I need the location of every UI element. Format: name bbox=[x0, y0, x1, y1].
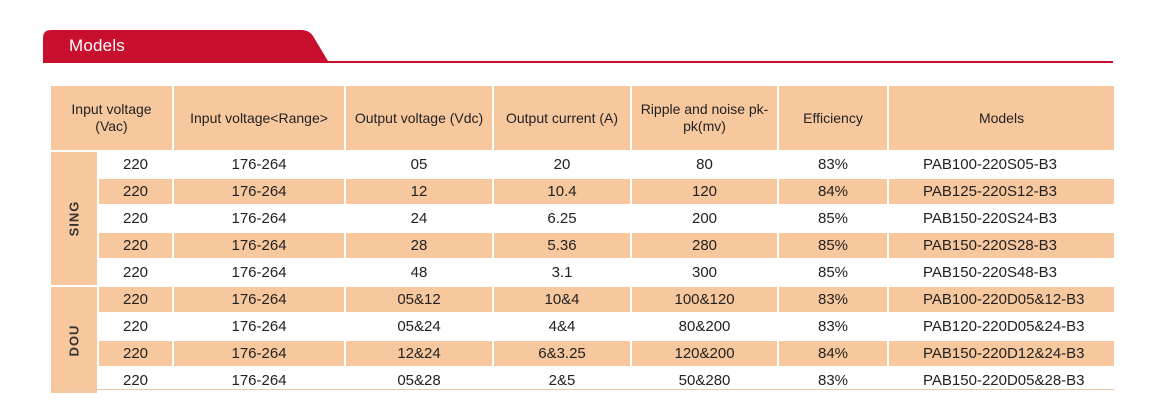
header-input-voltage: Input voltage (Vac) bbox=[51, 86, 175, 151]
table-row: 220 176-264 28 5.36 280 85% PAB150-220S28-B3 bbox=[51, 231, 1115, 259]
cell-output-current: 6&3.25 bbox=[493, 339, 633, 367]
banner-tab-shape bbox=[43, 30, 328, 61]
cell-efficiency: 83% bbox=[778, 366, 890, 393]
cell-input-voltage: 220 bbox=[98, 339, 175, 367]
table-row: 220 176-264 05&24 4&4 80&200 83% PAB120-220D05… bbox=[51, 312, 1115, 340]
cell-ripple-noise: 50&280 bbox=[631, 366, 780, 393]
group-cell: SING bbox=[51, 150, 99, 286]
cell-input-range: 176-264 bbox=[173, 258, 347, 286]
header-output-voltage: Output voltage (Vdc) bbox=[345, 86, 495, 151]
cell-output-current: 3.1 bbox=[493, 258, 633, 286]
cell-output-current: 10&4 bbox=[493, 285, 633, 313]
cell-input-voltage: 220 bbox=[98, 177, 175, 205]
cell-input-range: 176-264 bbox=[173, 177, 347, 205]
cell-ripple-noise: 120 bbox=[631, 177, 780, 205]
cell-input-range: 176-264 bbox=[173, 204, 347, 232]
cell-ripple-noise: 120&200 bbox=[631, 339, 780, 367]
cell-input-voltage: 220 bbox=[98, 231, 175, 259]
table-row: 220 176-264 12&24 6&3.25 120&200 84% PAB150-22… bbox=[51, 339, 1115, 367]
group-label: DOU bbox=[66, 324, 82, 356]
cell-model: PAB150-220D12&24-B3 bbox=[888, 339, 1115, 367]
header-input-range: Input voltage<Range> bbox=[173, 86, 347, 151]
cell-output-current: 5.36 bbox=[493, 231, 633, 259]
cell-output-current: 6.25 bbox=[493, 204, 633, 232]
cell-input-voltage: 220 bbox=[98, 150, 175, 178]
cell-input-range: 176-264 bbox=[173, 231, 347, 259]
cell-ripple-noise: 100&120 bbox=[631, 285, 780, 313]
section-title: Models bbox=[69, 36, 126, 55]
cell-efficiency: 83% bbox=[778, 312, 890, 340]
cell-efficiency: 84% bbox=[778, 177, 890, 205]
table-row: SING 220 176-264 05 20 80 83% PAB100-220S05-B3 bbox=[51, 150, 1115, 286]
header-output-current: Output current (A) bbox=[493, 86, 633, 151]
table-row: DOU 220 176-264 05&12 10&4 100&120 83% PAB100-2… bbox=[51, 285, 1115, 393]
cell-input-voltage: 220 bbox=[98, 258, 175, 286]
cell-output-current: 4&4 bbox=[493, 312, 633, 340]
cell-input-range: 176-264 bbox=[173, 285, 347, 313]
cell-input-voltage: 220 bbox=[98, 312, 175, 340]
cell-output-voltage: 05&12 bbox=[345, 285, 495, 313]
cell-output-voltage: 28 bbox=[345, 231, 495, 259]
cell-output-voltage: 24 bbox=[345, 204, 495, 232]
cell-model: PAB150-220D05&28-B3 bbox=[888, 366, 1115, 393]
cell-output-voltage: 48 bbox=[345, 258, 495, 286]
cell-model: PAB120-220D05&24-B3 bbox=[888, 312, 1115, 340]
cell-input-voltage: 220 bbox=[98, 204, 175, 232]
table-header-row: Input voltage (Vac) Input voltage<Range>… bbox=[51, 86, 1115, 151]
section-banner: Models bbox=[43, 30, 1113, 64]
table-row: 220 176-264 05&28 2&5 50&280 83% PAB150-220D05… bbox=[51, 366, 1115, 393]
cell-model: PAB150-220S28-B3 bbox=[888, 231, 1115, 259]
cell-efficiency: 83% bbox=[778, 285, 890, 313]
cell-model: PAB150-220S24-B3 bbox=[888, 204, 1115, 232]
cell-input-range: 176-264 bbox=[173, 312, 347, 340]
cell-ripple-noise: 200 bbox=[631, 204, 780, 232]
header-efficiency: Efficiency bbox=[778, 86, 890, 151]
cell-efficiency: 84% bbox=[778, 339, 890, 367]
cell-output-voltage: 05&24 bbox=[345, 312, 495, 340]
cell-output-voltage: 12&24 bbox=[345, 339, 495, 367]
cell-ripple-noise: 300 bbox=[631, 258, 780, 286]
cell-model: PAB150-220S48-B3 bbox=[888, 258, 1115, 286]
cell-ripple-noise: 80 bbox=[631, 150, 780, 178]
cell-efficiency: 85% bbox=[778, 231, 890, 259]
header-models: Models bbox=[888, 86, 1115, 151]
table-row: 220 176-264 48 3.1 300 85% PAB150-220S48-B3 bbox=[51, 258, 1115, 286]
cell-input-range: 176-264 bbox=[173, 366, 347, 393]
cell-model: PAB100-220D05&12-B3 bbox=[888, 285, 1115, 313]
table-bottom-border bbox=[51, 389, 1114, 390]
models-table: Input voltage (Vac) Input voltage<Range>… bbox=[51, 86, 1115, 393]
cell-ripple-noise: 280 bbox=[631, 231, 780, 259]
cell-input-voltage: 220 bbox=[98, 285, 175, 313]
table-row: 220 176-264 24 6.25 200 85% PAB150-220S24-B3 bbox=[51, 204, 1115, 232]
cell-efficiency: 85% bbox=[778, 258, 890, 286]
cell-input-voltage: 220 bbox=[98, 366, 175, 393]
group-label: SING bbox=[66, 200, 82, 237]
cell-input-range: 176-264 bbox=[173, 150, 347, 178]
cell-output-voltage: 05 bbox=[345, 150, 495, 178]
cell-efficiency: 83% bbox=[778, 150, 890, 178]
cell-output-current: 20 bbox=[493, 150, 633, 178]
cell-input-range: 176-264 bbox=[173, 339, 347, 367]
cell-output-voltage: 12 bbox=[345, 177, 495, 205]
cell-output-current: 10.4 bbox=[493, 177, 633, 205]
cell-model: PAB100-220S05-B3 bbox=[888, 150, 1115, 178]
cell-output-voltage: 05&28 bbox=[345, 366, 495, 393]
table-body: SING 220 176-264 05 20 80 83% PAB100-220S05-B3 2… bbox=[51, 150, 1115, 393]
banner-divider bbox=[43, 61, 1113, 63]
cell-ripple-noise: 80&200 bbox=[631, 312, 780, 340]
cell-efficiency: 85% bbox=[778, 204, 890, 232]
cell-model: PAB125-220S12-B3 bbox=[888, 177, 1115, 205]
table-row: 220 176-264 12 10.4 120 84% PAB125-220S12-B3 bbox=[51, 177, 1115, 205]
group-cell: DOU bbox=[51, 285, 99, 393]
cell-output-current: 2&5 bbox=[493, 366, 633, 393]
header-ripple-noise: Ripple and noise pk-pk(mv) bbox=[631, 86, 780, 151]
